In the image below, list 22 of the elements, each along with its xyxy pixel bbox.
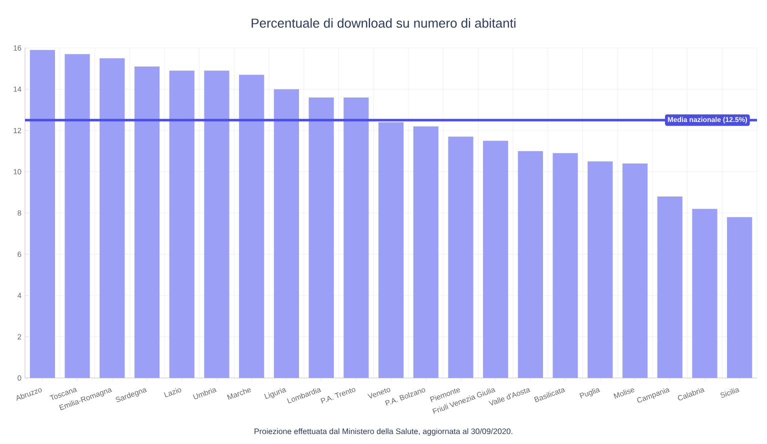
bar: [274, 89, 299, 378]
bar: [413, 126, 438, 378]
bar: [483, 140, 508, 378]
bar: [692, 208, 718, 378]
bar: [378, 122, 404, 378]
bar: [518, 151, 543, 378]
bar: [727, 217, 752, 378]
bar: [30, 50, 55, 378]
bar: [169, 70, 194, 378]
bar: [588, 161, 613, 378]
bar: [344, 97, 369, 378]
bar: [239, 74, 264, 378]
bar: [657, 196, 682, 378]
chart-title: Percentuale di download su numero di abitanti: [252, 18, 516, 28]
bar: [100, 58, 125, 378]
bar: [204, 70, 230, 378]
bar: [622, 163, 648, 378]
bar: [64, 54, 90, 378]
bar: [552, 153, 578, 378]
bar: [448, 136, 474, 378]
bar: [308, 97, 334, 378]
bar: [134, 66, 160, 378]
